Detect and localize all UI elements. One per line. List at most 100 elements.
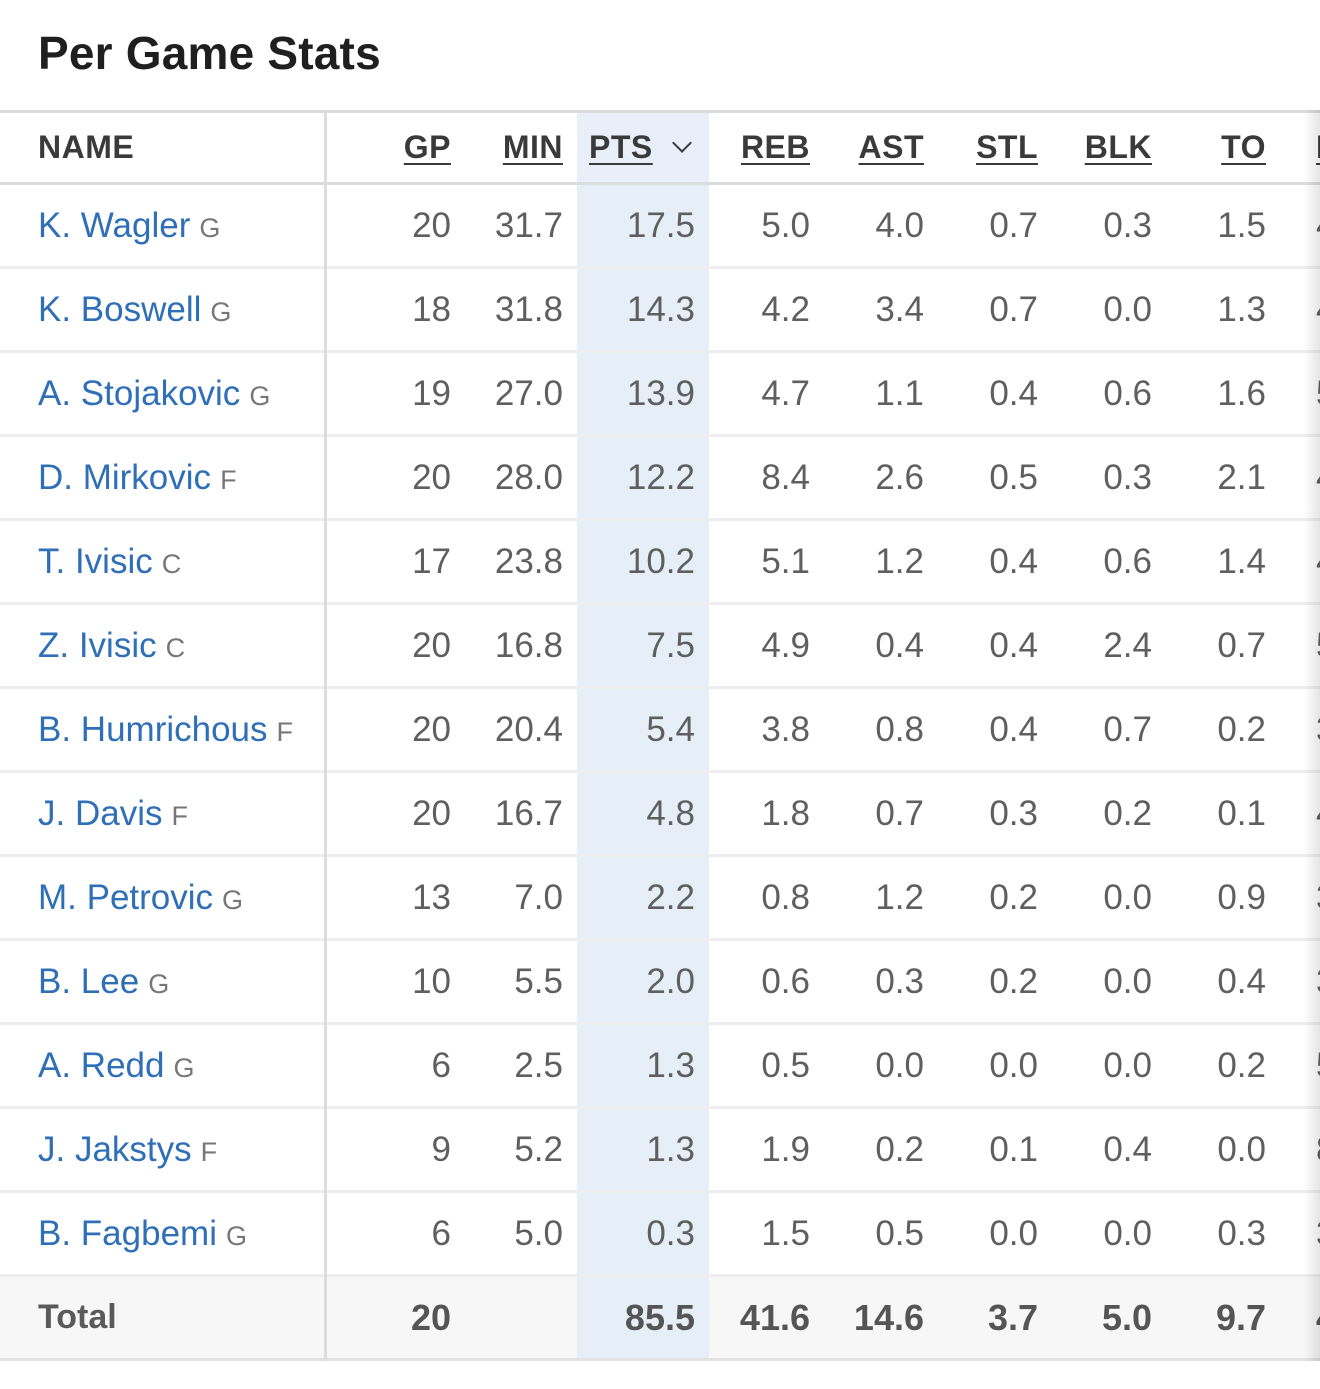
table-row: K. Wagler G 20 31.7 17.5 5.0 4.0 0.7 0.3 1.5 4: [0, 183, 1320, 268]
stat-min: 5.2: [514, 1129, 563, 1169]
stat-gp: 20: [412, 205, 451, 245]
page-title: Per Game Stats: [38, 27, 381, 79]
stat-blk: 0.2: [1103, 793, 1152, 833]
stat-blk: 0.0: [1103, 289, 1152, 329]
player-cell: K. Wagler G: [0, 183, 327, 268]
player-name-link[interactable]: B. Fagbemi: [38, 1213, 217, 1253]
total-min: [465, 1276, 577, 1360]
table-row: A. Redd G 6 2.5 1.3 0.5 0.0 0.0 0.0 0.2 5: [0, 1023, 1320, 1108]
stat-stl: 0.5: [989, 457, 1038, 497]
column-header-next[interactable]: F: [1280, 112, 1320, 184]
player-position: F: [276, 716, 294, 747]
stat-min: 23.8: [494, 541, 563, 581]
chevron-down-icon: [671, 133, 692, 153]
stat-ast: 0.4: [875, 625, 924, 665]
total-next: 4: [1280, 1276, 1320, 1360]
stat-stl: 0.0: [989, 1213, 1038, 1253]
stat-blk: 0.0: [1103, 961, 1152, 1001]
stat-reb: 1.8: [761, 793, 810, 833]
stat-to: 1.4: [1217, 541, 1266, 581]
stat-to: 0.3: [1217, 1213, 1266, 1253]
player-name-link[interactable]: K. Boswell: [38, 289, 202, 329]
player-position: F: [171, 800, 188, 831]
stat-pts: 1.3: [577, 1023, 709, 1108]
stat-reb: 1.9: [761, 1129, 810, 1169]
stat-ast: 1.2: [875, 877, 924, 917]
player-position: C: [165, 632, 186, 663]
total-reb: 41.6: [739, 1296, 810, 1338]
stat-ast: 0.0: [875, 1045, 924, 1085]
stat-blk: 2.4: [1103, 625, 1152, 665]
column-header-to[interactable]: TO: [1221, 129, 1266, 165]
stat-pts: 5.4: [577, 687, 709, 772]
player-name-link[interactable]: Z. Ivisic: [38, 625, 157, 665]
stat-pts: 12.2: [577, 435, 709, 520]
stat-reb: 0.5: [761, 1045, 810, 1085]
player-name-link[interactable]: T. Ivisic: [38, 541, 153, 581]
player-cell: T. Ivisic C: [0, 519, 327, 604]
player-position: G: [148, 968, 170, 999]
stat-stl: 0.2: [989, 961, 1038, 1001]
player-name-link[interactable]: J. Jakstys: [38, 1129, 192, 1169]
stat-min: 28.0: [494, 457, 563, 497]
column-header-ast[interactable]: AST: [858, 129, 924, 165]
stat-min: 31.8: [494, 289, 563, 329]
column-header-min[interactable]: MIN: [502, 129, 563, 165]
table-row: Z. Ivisic C 20 16.8 7.5 4.9 0.4 0.4 2.4 0.7 5: [0, 603, 1320, 688]
player-name-link[interactable]: K. Wagler: [38, 205, 191, 245]
stat-next: 3: [1280, 688, 1320, 772]
column-header-reb[interactable]: REB: [740, 129, 810, 165]
stat-ast: 3.4: [875, 289, 924, 329]
stat-gp: 18: [412, 289, 451, 329]
player-cell: Z. Ivisic C: [0, 603, 327, 688]
column-header-gp[interactable]: GP: [403, 129, 451, 165]
stat-stl: 0.4: [989, 709, 1038, 749]
stat-min: 2.5: [514, 1045, 563, 1085]
player-name-link[interactable]: D. Mirkovic: [38, 457, 212, 497]
stat-stl: 0.1: [989, 1129, 1038, 1169]
stat-gp: 10: [412, 961, 451, 1001]
stat-gp: 6: [431, 1213, 451, 1253]
table-row: J. Jakstys F 9 5.2 1.3 1.9 0.2 0.1 0.4 0.0 8: [0, 1107, 1320, 1192]
stat-gp: 20: [412, 457, 451, 497]
stat-to: 2.1: [1217, 457, 1266, 497]
stat-to: 1.6: [1217, 373, 1266, 413]
stat-blk: 0.3: [1103, 457, 1152, 497]
stat-reb: 1.5: [761, 1213, 810, 1253]
stat-reb: 3.8: [761, 709, 810, 749]
stat-stl: 0.2: [989, 877, 1038, 917]
column-header-pts[interactable]: PTS: [577, 111, 709, 184]
stat-next: 4: [1280, 268, 1320, 352]
stat-to: 0.1: [1217, 793, 1266, 833]
stat-gp: 20: [412, 793, 451, 833]
player-cell: A. Redd G: [0, 1023, 327, 1108]
column-header-blk[interactable]: BLK: [1084, 129, 1152, 165]
stat-next: 8: [1280, 1108, 1320, 1192]
stat-blk: 0.0: [1103, 1213, 1152, 1253]
stat-next: 4: [1280, 520, 1320, 604]
stat-min: 16.8: [494, 625, 563, 665]
stat-ast: 0.3: [875, 961, 924, 1001]
player-name-link[interactable]: A. Stojakovic: [38, 373, 241, 413]
total-gp: 20: [410, 1296, 451, 1338]
player-name-link[interactable]: A. Redd: [38, 1045, 165, 1085]
table-row: M. Petrovic G 13 7.0 2.2 0.8 1.2 0.2 0.0 0.9 3: [0, 855, 1320, 940]
stat-to: 0.2: [1217, 1045, 1266, 1085]
player-name-link[interactable]: M. Petrovic: [38, 877, 214, 917]
stat-stl: 0.7: [989, 205, 1038, 245]
stats-table-container[interactable]: NAME GP MIN PTS REB AST STL BLK TO F K. …: [0, 110, 1320, 1361]
player-name-link[interactable]: B. Lee: [38, 961, 140, 1001]
stat-min: 5.5: [514, 961, 563, 1001]
stat-stl: 0.4: [989, 625, 1038, 665]
table-row: B. Lee G 10 5.5 2.0 0.6 0.3 0.2 0.0 0.4 3: [0, 939, 1320, 1024]
player-cell: D. Mirkovic F: [0, 435, 327, 520]
player-cell: J. Jakstys F: [0, 1107, 327, 1192]
player-name-link[interactable]: B. Humrichous: [38, 709, 268, 749]
stat-ast: 1.2: [875, 541, 924, 581]
stat-pts: 14.3: [577, 267, 709, 352]
column-header-stl[interactable]: STL: [976, 129, 1038, 165]
player-name-link[interactable]: J. Davis: [38, 793, 163, 833]
stat-next: 5: [1280, 352, 1320, 436]
stat-next: 3: [1280, 940, 1320, 1024]
stat-ast: 1.1: [875, 373, 924, 413]
